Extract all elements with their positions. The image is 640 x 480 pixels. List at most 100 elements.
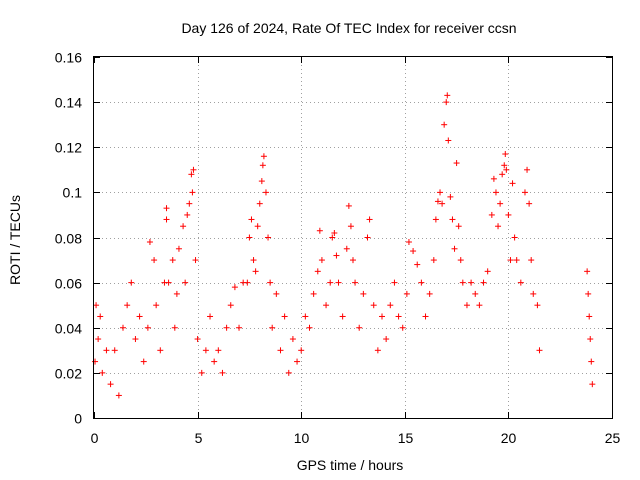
data-point <box>146 239 153 246</box>
x-axis-label: GPS time / hours <box>297 457 404 473</box>
data-point <box>99 369 106 376</box>
data-point <box>294 358 301 365</box>
data-point <box>281 313 288 320</box>
data-point <box>347 223 354 230</box>
data-point <box>426 290 433 297</box>
data-point <box>484 268 491 275</box>
x-tick-label: 25 <box>605 430 621 446</box>
data-point <box>144 324 151 331</box>
data-point <box>492 189 499 196</box>
data-point <box>250 257 257 264</box>
data-point <box>495 223 502 230</box>
data-point <box>329 234 336 241</box>
data-point <box>445 137 452 144</box>
data-point <box>180 223 187 230</box>
data-point <box>163 216 170 223</box>
data-point <box>480 279 487 286</box>
data-point <box>534 302 541 309</box>
data-point <box>530 290 537 297</box>
data-point <box>449 216 456 223</box>
data-point <box>586 313 593 320</box>
y-tick-label: 0 <box>74 411 82 427</box>
data-point <box>231 284 238 291</box>
data-point <box>92 358 99 365</box>
data-point <box>451 245 458 252</box>
data-point <box>587 336 594 343</box>
data-point <box>198 369 205 376</box>
data-point <box>476 302 483 309</box>
data-point <box>490 175 497 182</box>
data-point <box>184 211 191 218</box>
data-point <box>267 279 274 286</box>
data-point <box>165 279 172 286</box>
data-point <box>128 279 135 286</box>
y-tick-label: 0.08 <box>55 231 82 247</box>
data-point <box>189 189 196 196</box>
data-point <box>422 313 429 320</box>
data-point <box>248 216 255 223</box>
data-point <box>502 151 509 158</box>
data-point <box>262 189 269 196</box>
data-point <box>260 153 267 160</box>
data-point <box>501 162 508 169</box>
data-point <box>335 279 342 286</box>
data-point <box>509 180 516 187</box>
data-point <box>497 200 504 207</box>
data-point <box>589 381 596 388</box>
data-point <box>227 302 234 309</box>
data-point <box>383 336 390 343</box>
data-point <box>511 234 518 241</box>
data-point <box>256 200 263 207</box>
points-layer <box>92 92 596 399</box>
data-point <box>331 229 338 236</box>
y-tick-label: 0.02 <box>55 366 82 382</box>
data-point <box>366 216 373 223</box>
data-point <box>503 166 510 173</box>
data-point <box>97 313 104 320</box>
data-point <box>223 324 230 331</box>
labels-layer: 0 5 10 15 20 25 0 0.02 0.04 0.06 0.08 0.1 0.12 0.14 0.… <box>55 50 621 447</box>
data-point <box>356 324 363 331</box>
data-point <box>316 227 323 234</box>
data-point <box>418 279 425 286</box>
data-point <box>289 336 296 343</box>
data-point <box>437 189 444 196</box>
data-point <box>472 290 479 297</box>
data-point <box>211 358 218 365</box>
data-point <box>453 160 460 167</box>
data-point <box>439 200 446 207</box>
data-point <box>136 313 143 320</box>
data-point <box>434 198 441 205</box>
data-point <box>246 234 253 241</box>
data-point <box>468 279 475 286</box>
data-point <box>463 302 470 309</box>
data-point <box>194 336 201 343</box>
data-point <box>584 268 591 275</box>
data-point <box>528 257 535 264</box>
plot-frame <box>93 56 613 419</box>
data-point <box>254 223 261 230</box>
data-point <box>391 279 398 286</box>
data-point <box>269 324 276 331</box>
data-point <box>115 392 122 399</box>
data-point <box>215 347 222 354</box>
data-point <box>93 302 100 309</box>
data-point <box>244 279 251 286</box>
data-point <box>171 324 178 331</box>
data-point <box>339 313 346 320</box>
data-point <box>207 313 214 320</box>
x-tick-label: 10 <box>294 430 310 446</box>
data-point <box>173 290 180 297</box>
data-point <box>124 302 131 309</box>
data-point <box>517 279 524 286</box>
ticks-layer <box>94 57 613 419</box>
data-point <box>103 347 110 354</box>
data-point <box>202 347 209 354</box>
y-tick-label: 0.1 <box>63 185 83 201</box>
data-point <box>387 302 394 309</box>
data-point <box>352 279 359 286</box>
data-point <box>190 166 197 173</box>
data-point <box>343 245 350 252</box>
data-point <box>188 171 195 178</box>
